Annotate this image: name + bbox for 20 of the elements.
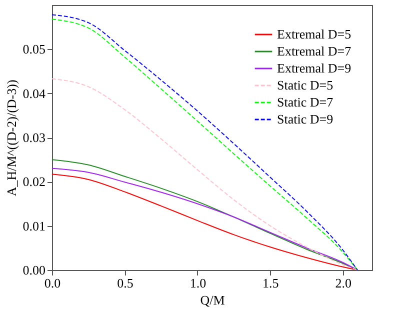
y-tick-label: 0.05	[22, 42, 46, 57]
legend-label: Static D=9	[277, 112, 334, 126]
legend-label: Static D=7	[277, 94, 334, 110]
x-tick-label: 1.5	[262, 276, 279, 290]
line-series	[52, 78, 358, 270]
y-tick-label: 0.01	[22, 218, 46, 234]
x-axis-title: Q/M	[200, 292, 226, 308]
legend-label: Extremal D=5	[277, 26, 352, 42]
x-tick-label: 1.0	[190, 276, 206, 290]
y-tick-label: 0.02	[22, 174, 46, 190]
y-axis-title: A_H/M^((D-2)/(D-3))	[4, 80, 19, 196]
y-tick-label: 0.00	[22, 262, 46, 278]
x-tick-label: 0.5	[117, 276, 134, 290]
legend-label: Extremal D=9	[277, 60, 352, 76]
x-tick-label: 2.0	[335, 276, 352, 290]
y-tick-label: 0.03	[22, 130, 46, 145]
x-tick-label: 0.0	[44, 276, 61, 290]
legend-label: Static D=5	[277, 78, 334, 92]
legend-label: Extremal D=7	[277, 44, 352, 58]
y-tick-label: 0.04	[22, 86, 46, 101]
